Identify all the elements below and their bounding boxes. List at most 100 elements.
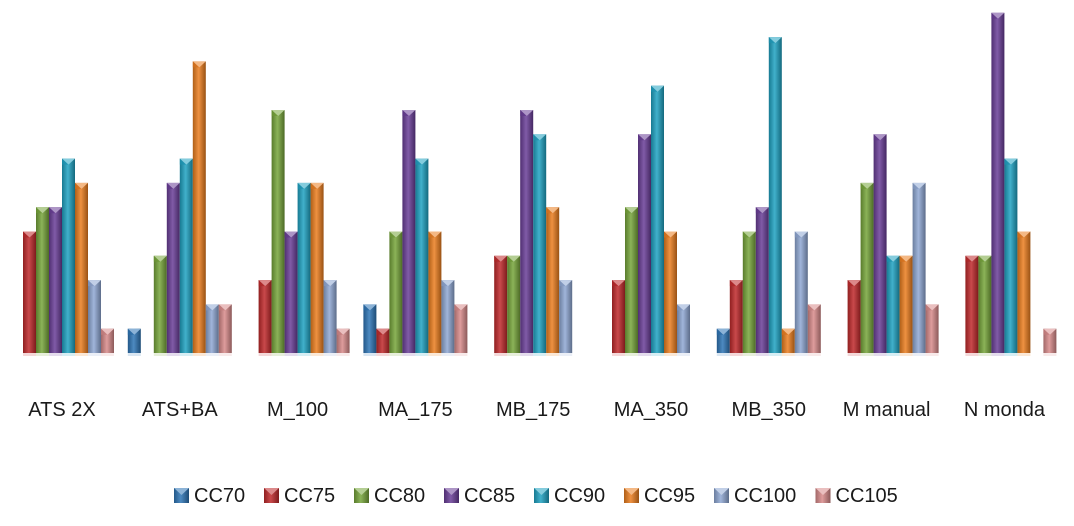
bar-cc75-6	[729, 280, 743, 356]
bar-cc90-3	[415, 158, 429, 356]
legend-swatch-cap	[264, 488, 279, 495]
legend-item-cc80: CC80	[354, 485, 425, 507]
bar-cc85-2	[284, 231, 298, 356]
legend-item-cc100: CC100	[714, 485, 796, 507]
legend-item-cc75: CC75	[264, 485, 335, 507]
bar-cc85-0	[49, 207, 62, 356]
category-label: M_100	[267, 399, 328, 421]
bar-cc95-2	[310, 182, 324, 356]
legend-swatch	[624, 488, 639, 503]
bar-cc90-5	[651, 85, 664, 356]
legend-label: CC75	[284, 485, 335, 507]
bar-cc90-1	[179, 158, 193, 356]
legend-label: CC90	[554, 485, 605, 507]
bar-cc80-3	[389, 231, 403, 356]
legend-swatch-cap	[624, 488, 639, 495]
bar-cc95-1	[192, 61, 206, 356]
bar-cc100-4	[559, 280, 573, 356]
legend-label: CC85	[464, 485, 515, 507]
category-label: ATS 2X	[28, 399, 95, 421]
bar-cc75-4	[494, 255, 508, 356]
bar-cc75-7	[847, 280, 861, 356]
legend-item-cc105: CC105	[815, 485, 898, 507]
bar-cc90-4	[533, 134, 547, 356]
bar-cc80-1	[153, 255, 167, 356]
legend: CC70 CC75 CC80 CC85 CC90 CC95 CC100 CC105	[174, 485, 898, 507]
category-label: MB_350	[732, 399, 807, 421]
legend-swatch	[815, 488, 831, 503]
legend-item-cc90: CC90	[534, 485, 605, 507]
bar-cc100-1	[205, 304, 219, 356]
bar-cc105-6	[807, 304, 821, 356]
legend-label: CC105	[836, 485, 898, 507]
bar-cc90-7	[886, 255, 900, 356]
bar-cc90-2	[297, 182, 311, 356]
bar-cc105-0	[101, 328, 114, 356]
legend-swatch	[174, 488, 189, 503]
bar-cc75-0	[23, 231, 36, 356]
legend-swatch-cap	[354, 488, 369, 495]
category-label: MA_175	[378, 399, 453, 421]
bar-cc105-7	[925, 304, 939, 356]
category-label: MB_175	[496, 399, 571, 421]
bar-cc95-0	[75, 182, 88, 356]
legend-swatch	[264, 488, 279, 503]
legend-item-cc95: CC95	[624, 485, 695, 507]
category-labels: ATS 2X ATS+BA M_100 MA_175 MB_175 MA_350 MB_35…	[28, 399, 1046, 421]
bar-cc85-8	[991, 12, 1005, 356]
legend-label: CC95	[644, 485, 695, 507]
bar-cc85-6	[755, 207, 769, 356]
legend-label: CC100	[734, 485, 796, 507]
bar-cc80-0	[36, 207, 49, 356]
category-label: M manual	[843, 399, 931, 421]
category-label: ATS+BA	[142, 399, 218, 421]
bar-cc95-5	[664, 231, 677, 356]
bar-cc85-1	[166, 182, 180, 356]
bar-cc75-5	[612, 280, 625, 356]
bar-cc100-0	[88, 280, 101, 356]
legend-swatch	[354, 488, 369, 503]
bar-cc85-5	[638, 134, 651, 356]
bar-cc75-3	[376, 328, 390, 356]
bar-cc80-7	[860, 182, 874, 356]
legend-swatch	[444, 488, 459, 503]
legend-item-cc85: CC85	[444, 485, 515, 507]
bar-cc100-6	[794, 231, 808, 356]
bar-cc80-8	[978, 255, 992, 356]
bar-cc100-3	[441, 280, 455, 356]
bar-cc95-7	[899, 255, 913, 356]
bar-cc70-6	[716, 328, 730, 356]
category-label: N monda	[964, 399, 1046, 421]
bar-cc85-7	[873, 134, 887, 356]
bar-cc90-8	[1004, 158, 1018, 356]
bar-cc105-8	[1043, 328, 1057, 356]
legend-swatch	[714, 488, 729, 503]
category-label: MA_350	[614, 399, 689, 421]
bar-cc85-4	[520, 110, 534, 356]
legend-swatch-cap	[174, 488, 189, 495]
legend-swatch-cap	[444, 488, 459, 495]
bar-cc95-4	[546, 207, 560, 356]
bar-cc90-0	[62, 158, 75, 356]
bar-cc80-4	[507, 255, 521, 356]
legend-swatch-cap	[815, 488, 831, 495]
bars-group	[23, 12, 1057, 356]
legend-swatch	[534, 488, 549, 503]
bar-cc80-5	[625, 207, 638, 356]
bar-cc85-3	[402, 110, 416, 356]
bar-cc105-2	[336, 328, 350, 356]
bar-cc100-7	[912, 182, 926, 356]
bar-cc75-2	[258, 280, 272, 356]
bar-cc95-6	[781, 328, 795, 356]
bar-cc80-2	[271, 110, 285, 356]
legend-swatch-cap	[534, 488, 549, 495]
legend-swatch-cap	[714, 488, 729, 495]
bar-cc90-6	[768, 37, 782, 356]
bar-cc75-8	[965, 255, 979, 356]
legend-label: CC70	[194, 485, 245, 507]
legend-label: CC80	[374, 485, 425, 507]
bar-cc100-5	[677, 304, 690, 356]
bar-cc70-3	[363, 304, 377, 356]
